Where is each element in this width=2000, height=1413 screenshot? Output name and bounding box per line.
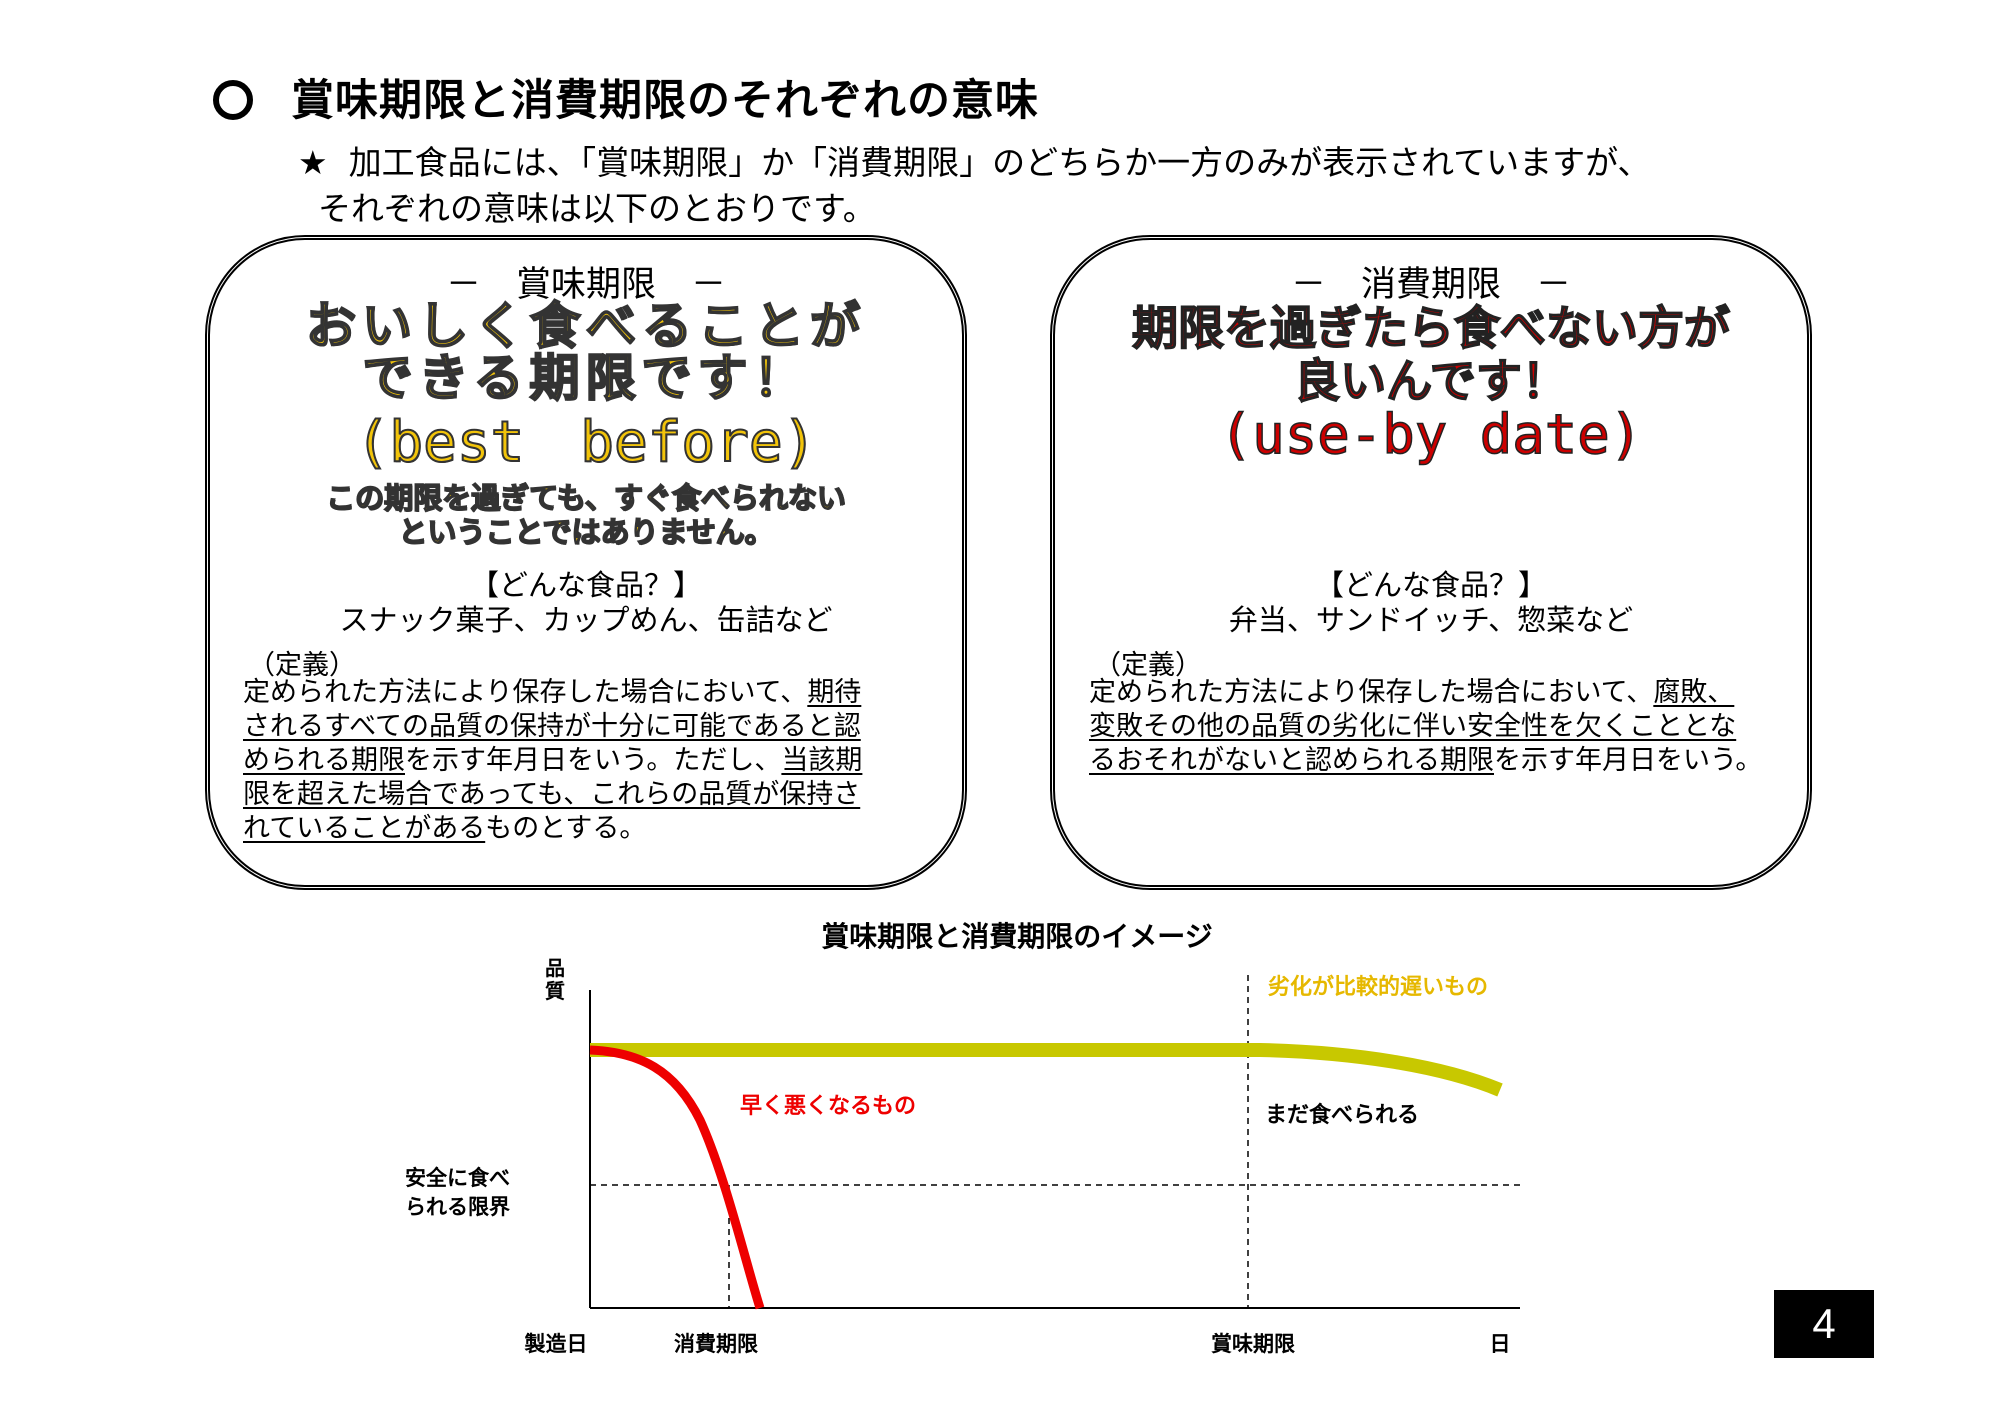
use-by-food-list: 弁当、サンドイッチ、惣菜など <box>1228 603 1634 637</box>
best-before-food-heading: 【どんな食品？】 <box>469 568 702 602</box>
safe-limit-label-2: られる限界 <box>405 1195 510 1219</box>
def-text: 定められた方法により保存した場合において、 <box>243 677 808 708</box>
def-underline: 当該期 <box>781 745 863 776</box>
intro-line-2: それぞれの意味は以下のとおりです。 <box>318 189 876 228</box>
best-before-definition: 定められた方法により保存した場合において、期待 されるすべての品質の保持が十分に… <box>243 676 862 846</box>
y-axis-label-2: 質 <box>545 979 565 1003</box>
use-by-definition: 定められた方法により保存した場合において、腐敗、 変敗その他の品質の劣化に伴い安… <box>1089 676 1762 778</box>
heading-text: 賞味期限と消費期限のそれぞれの意味 <box>291 76 1039 126</box>
best-before-label: － 賞味期限 － <box>445 265 726 305</box>
def-underline: るおそれがないと認められる期限 <box>1089 745 1494 776</box>
intro-text-1: 加工食品には、「賞味期限」か「消費期限」のどちらか一方のみが表示されていますが、 <box>348 143 1651 182</box>
def-text: を示す年月日をいう。 <box>1494 745 1763 776</box>
def-underline: 変敗その他の品質の劣化に伴い安全性を欠くこととな <box>1089 711 1737 742</box>
use-by-headline-2: 良いんです！ <box>1293 353 1568 409</box>
def-text: ものとする。 <box>485 813 647 844</box>
best-before-definition-label: （定義） <box>248 650 356 681</box>
def-text: を示す年月日をいう。ただし、 <box>405 745 782 776</box>
fast-degradation-line <box>589 1045 765 1310</box>
star-icon: ★ <box>298 143 328 182</box>
best-before-headline-2: できる期限です！ <box>362 349 810 407</box>
intro-line-1: ★ 加工食品には、「賞味期限」か「消費期限」のどちらか一方のみが表示されています… <box>298 140 1650 186</box>
still-edible-label: まだ食べられる <box>1265 1102 1419 1128</box>
use-by-box <box>1050 235 1812 890</box>
def-text: 定められた方法により保存した場合において、 <box>1089 677 1654 708</box>
use-by-label: － 消費期限 － <box>1290 265 1571 305</box>
x-tick-day: 日 <box>1490 1332 1511 1356</box>
best-before-headline-1: おいしく食べることが <box>305 297 866 355</box>
best-before-note-2: ということではありません。 <box>398 514 775 550</box>
def-underline: 腐敗、 <box>1653 677 1735 708</box>
slow-degradation-line <box>590 1043 1503 1097</box>
circle-icon <box>213 79 253 120</box>
use-by-definition-label: （定義） <box>1094 650 1202 681</box>
chart-title: 賞味期限と消費期限のイメージ <box>821 920 1212 953</box>
slow-series-label: 劣化が比較的遅いもの <box>1268 974 1488 1000</box>
use-by-english: (use-by date) <box>1219 402 1643 467</box>
def-underline: されるすべての品質の保持が十分に可能であると認 <box>243 711 861 742</box>
def-underline: められる期限 <box>243 745 405 776</box>
def-underline: 期待 <box>807 677 862 708</box>
def-underline: れていることがある <box>243 813 486 844</box>
use-by-food-heading: 【どんな食品？】 <box>1314 568 1547 602</box>
x-tick-manufacture: 製造日 <box>524 1332 588 1356</box>
safe-limit-label-1: 安全に食べ <box>405 1166 510 1190</box>
best-before-box <box>205 235 967 890</box>
x-tick-use-by: 消費期限 <box>674 1332 758 1356</box>
section-heading: 賞味期限と消費期限のそれぞれの意味 <box>213 66 1039 128</box>
use-by-headline-1: 期限を過ぎたら食べない方が <box>1131 300 1731 356</box>
fast-series-label: 早く悪くなるもの <box>740 1094 916 1119</box>
best-before-note-1: この期限を過ぎても、すぐ食べられない <box>325 480 846 516</box>
page-number: 4 <box>1774 1290 1874 1358</box>
best-before-food-list: スナック菓子、カップめん、缶詰など <box>339 603 833 637</box>
def-underline: 限を超えた場合であっても、これらの品質が保持さ <box>243 779 861 810</box>
x-tick-best-before: 賞味期限 <box>1211 1332 1295 1356</box>
best-before-english: (best before) <box>355 409 818 476</box>
y-axis-label-1: 品 <box>545 956 565 980</box>
